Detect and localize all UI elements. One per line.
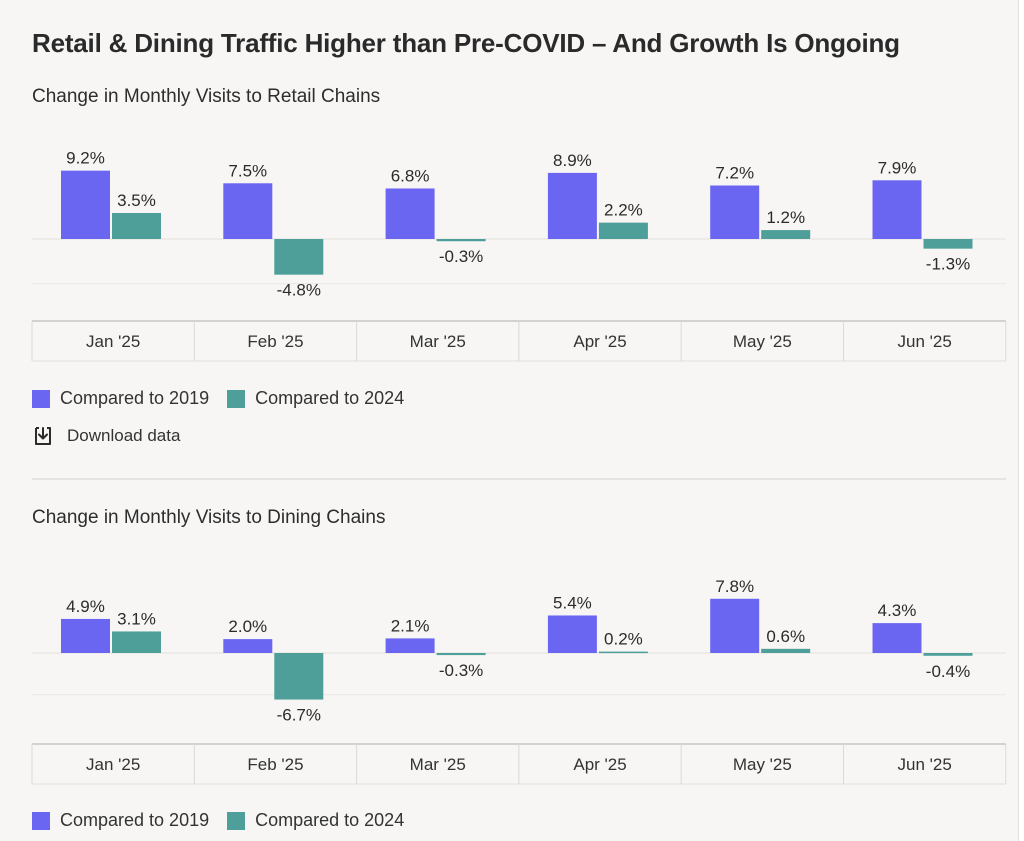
bar-2024[interactable]	[923, 653, 973, 656]
bar-2024[interactable]	[112, 212, 161, 239]
data-label-2024: -4.8%	[277, 281, 321, 300]
dining-chart-title: Change in Monthly Visits to Dining Chain…	[32, 507, 386, 528]
retail-bar-chart: Jan '25 9.2% 3.5% Feb '25 7.5% -4.8% Mar '25 6.…	[31, 149, 1007, 362]
bar-2019[interactable]	[385, 188, 435, 239]
data-label-2019: 8.9%	[553, 151, 592, 170]
data-label-2019: 7.9%	[878, 158, 917, 177]
bar-2019[interactable]	[710, 185, 760, 239]
bar-2019[interactable]	[61, 170, 110, 239]
data-label-2024: 0.2%	[604, 630, 643, 649]
page-title: Retail & Dining Traffic Higher than Pre-…	[32, 28, 900, 58]
x-tick-label: Jan '25	[86, 755, 140, 774]
data-label-2019: 7.5%	[228, 161, 267, 180]
data-label-2019: 4.9%	[66, 597, 105, 616]
bar-2019[interactable]	[872, 623, 922, 653]
bar-2024[interactable]	[598, 222, 648, 239]
download-data-button[interactable]: Download data	[32, 425, 180, 447]
data-label-2024: -0.3%	[439, 661, 483, 680]
bar-2019[interactable]	[385, 638, 435, 653]
bar-2019[interactable]	[547, 615, 597, 653]
x-tick-label: Apr '25	[573, 332, 626, 351]
x-tick-label: Jun '25	[898, 332, 952, 351]
bar-2019[interactable]	[223, 639, 273, 653]
legend-swatch-2019	[32, 389, 50, 408]
dining-legend: Compared to 2019 Compared to 2024	[32, 810, 422, 831]
data-label-2024: -6.7%	[277, 706, 321, 725]
bar-2024[interactable]	[274, 653, 324, 700]
legend-item-2019[interactable]: Compared to 2019	[32, 810, 209, 831]
data-label-2024: 3.5%	[117, 191, 156, 210]
x-tick-label: Mar '25	[410, 332, 466, 351]
legend-item-2019[interactable]: Compared to 2019	[32, 388, 209, 409]
data-label-2019: 4.3%	[878, 601, 917, 620]
data-label-2024: -0.3%	[439, 247, 483, 266]
retail-chart-title: Change in Monthly Visits to Retail Chain…	[32, 86, 381, 107]
legend-label-2019: Compared to 2019	[60, 388, 210, 408]
bar-2024[interactable]	[761, 648, 811, 653]
bar-2019[interactable]	[710, 598, 760, 653]
data-label-2024: -0.4%	[926, 662, 970, 681]
data-label-2019: 6.8%	[391, 166, 430, 185]
legend-label-2019: Compared to 2019	[60, 810, 210, 830]
data-label-2024: 3.1%	[117, 609, 156, 628]
x-tick-label: Jun '25	[898, 755, 952, 774]
legend-swatch-2024	[227, 389, 246, 408]
bar-2019[interactable]	[872, 180, 922, 239]
x-tick-label: Apr '25	[573, 755, 626, 774]
x-tick-label: May '25	[733, 332, 792, 351]
data-label-2024: 0.6%	[766, 627, 805, 646]
bar-2024[interactable]	[274, 239, 324, 275]
data-label-2019: 7.8%	[715, 577, 754, 596]
data-label-2019: 7.2%	[715, 164, 754, 183]
data-label-2019: 2.0%	[228, 617, 267, 636]
bar-2024[interactable]	[598, 651, 648, 654]
x-tick-label: Mar '25	[410, 755, 466, 774]
bar-2019[interactable]	[61, 618, 110, 653]
data-label-2024: 1.2%	[766, 208, 805, 227]
dining-bar-chart: Jan '25 4.9% 3.1% Feb '25 2.0% -6.7% Mar '25 2.…	[31, 577, 1007, 785]
bar-2024[interactable]	[112, 631, 161, 653]
data-label-2019: 5.4%	[553, 593, 592, 612]
data-label-2019: 2.1%	[391, 616, 430, 635]
data-label-2024: -1.3%	[926, 255, 970, 274]
bar-2024[interactable]	[761, 230, 811, 239]
x-tick-label: Feb '25	[247, 332, 303, 351]
x-tick-label: Jan '25	[86, 332, 140, 351]
retail-legend: Compared to 2019 Compared to 2024	[32, 388, 422, 409]
bar-2019[interactable]	[223, 183, 273, 239]
legend-swatch-2019	[32, 811, 50, 830]
x-tick-label: Feb '25	[247, 755, 303, 774]
bar-2024[interactable]	[436, 653, 486, 656]
bar-2019[interactable]	[547, 172, 597, 239]
legend-label-2024: Compared to 2024	[255, 810, 405, 830]
x-tick-label: May '25	[733, 755, 792, 774]
data-label-2019: 9.2%	[66, 149, 105, 168]
section-divider	[32, 478, 1006, 480]
legend-label-2024: Compared to 2024	[255, 388, 405, 408]
legend-item-2024[interactable]: Compared to 2024	[227, 810, 404, 831]
download-label: Download data	[67, 426, 181, 445]
data-label-2024: 2.2%	[604, 201, 643, 220]
bar-2024[interactable]	[923, 239, 973, 249]
legend-swatch-2024	[227, 811, 246, 830]
download-icon	[35, 427, 51, 445]
bar-2024[interactable]	[436, 239, 486, 242]
legend-item-2024[interactable]: Compared to 2024	[227, 388, 404, 409]
